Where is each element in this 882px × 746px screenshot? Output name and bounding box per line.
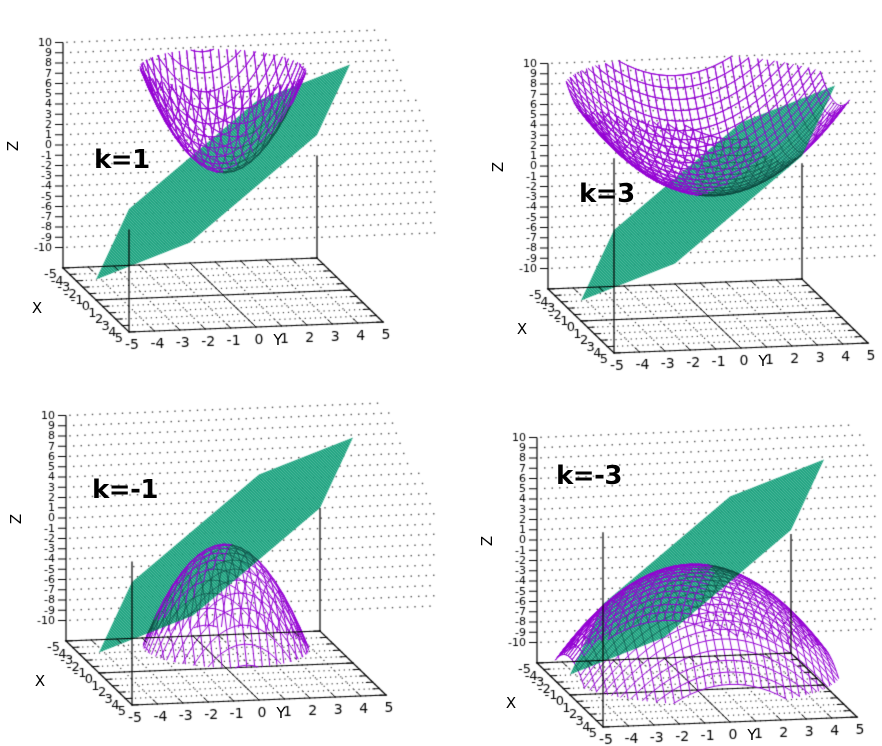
z-axis-label: Z [4,140,22,152]
panel-k-minus-3: k=-3 X Y Z [441,373,882,746]
surface-plot-canvas-k-minus-3 [441,373,882,746]
y-axis-label: Y [273,331,283,349]
x-axis-label: X [516,320,528,338]
k-value-label: k=3 [579,179,635,209]
x-axis-label: X [505,694,517,712]
y-axis-label: Y [276,704,286,722]
k-value-label: k=-3 [556,461,622,491]
surface-plot-canvas-k3 [441,0,882,373]
panel-k1: k=1 X Y Z [0,0,441,373]
y-axis-label: Y [758,352,768,370]
surface-plot-canvas-k-minus-1 [0,373,441,746]
x-axis-label: X [31,299,43,317]
z-axis-label: Z [7,513,25,525]
panel-k-minus-1: k=-1 X Y Z [0,373,441,746]
surface-plot-canvas-k1 [0,0,441,373]
k-value-label: k=1 [94,145,150,175]
k-value-label: k=-1 [92,475,158,505]
z-axis-label: Z [478,535,496,547]
x-axis-label: X [34,672,46,690]
panel-k3: k=3 X Y Z [441,0,882,373]
y-axis-label: Y [747,726,757,744]
z-axis-label: Z [489,161,507,173]
